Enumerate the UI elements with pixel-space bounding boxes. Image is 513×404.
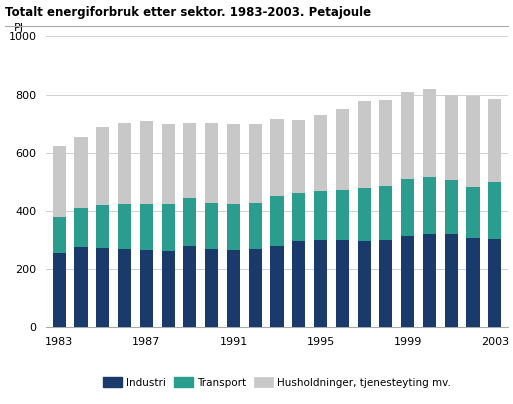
Bar: [466, 238, 480, 327]
Bar: [183, 246, 196, 327]
Bar: [314, 115, 327, 191]
Bar: [270, 246, 284, 327]
Bar: [445, 234, 458, 327]
Bar: [445, 180, 458, 234]
Bar: [336, 240, 349, 327]
Bar: [140, 121, 153, 204]
Bar: [249, 124, 262, 203]
Text: Totalt energiforbruk etter sektor. 1983-2003. Petajoule: Totalt energiforbruk etter sektor. 1983-…: [5, 6, 371, 19]
Legend: Industri, Transport, Husholdninger, tjenesteyting mv.: Industri, Transport, Husholdninger, tjen…: [98, 373, 456, 392]
Bar: [466, 187, 480, 238]
Bar: [466, 96, 480, 187]
Text: PJ: PJ: [14, 23, 24, 34]
Bar: [96, 127, 109, 205]
Bar: [488, 182, 501, 239]
Bar: [423, 234, 436, 327]
Bar: [488, 239, 501, 327]
Bar: [53, 146, 66, 217]
Bar: [227, 250, 240, 327]
Bar: [358, 189, 371, 242]
Bar: [445, 95, 458, 180]
Bar: [227, 204, 240, 250]
Bar: [314, 240, 327, 327]
Bar: [162, 124, 174, 204]
Bar: [162, 204, 174, 251]
Bar: [270, 119, 284, 196]
Bar: [96, 248, 109, 327]
Bar: [423, 177, 436, 234]
Bar: [183, 198, 196, 246]
Bar: [74, 137, 88, 208]
Bar: [314, 191, 327, 240]
Bar: [140, 250, 153, 327]
Bar: [270, 196, 284, 246]
Bar: [358, 101, 371, 189]
Bar: [358, 242, 371, 327]
Bar: [401, 179, 414, 236]
Bar: [292, 242, 305, 327]
Bar: [249, 249, 262, 327]
Bar: [118, 249, 131, 327]
Bar: [53, 253, 66, 327]
Bar: [380, 186, 392, 240]
Bar: [292, 120, 305, 193]
Bar: [227, 124, 240, 204]
Bar: [488, 99, 501, 182]
Bar: [249, 203, 262, 249]
Bar: [380, 100, 392, 186]
Bar: [401, 92, 414, 179]
Bar: [205, 249, 218, 327]
Bar: [74, 247, 88, 327]
Bar: [96, 205, 109, 248]
Bar: [140, 204, 153, 250]
Bar: [205, 203, 218, 249]
Bar: [53, 217, 66, 253]
Bar: [380, 240, 392, 327]
Bar: [183, 123, 196, 198]
Bar: [336, 190, 349, 240]
Bar: [423, 89, 436, 177]
Bar: [336, 109, 349, 190]
Bar: [401, 236, 414, 327]
Bar: [205, 123, 218, 203]
Bar: [292, 193, 305, 242]
Bar: [74, 208, 88, 247]
Bar: [118, 204, 131, 249]
Bar: [118, 123, 131, 204]
Bar: [162, 251, 174, 327]
